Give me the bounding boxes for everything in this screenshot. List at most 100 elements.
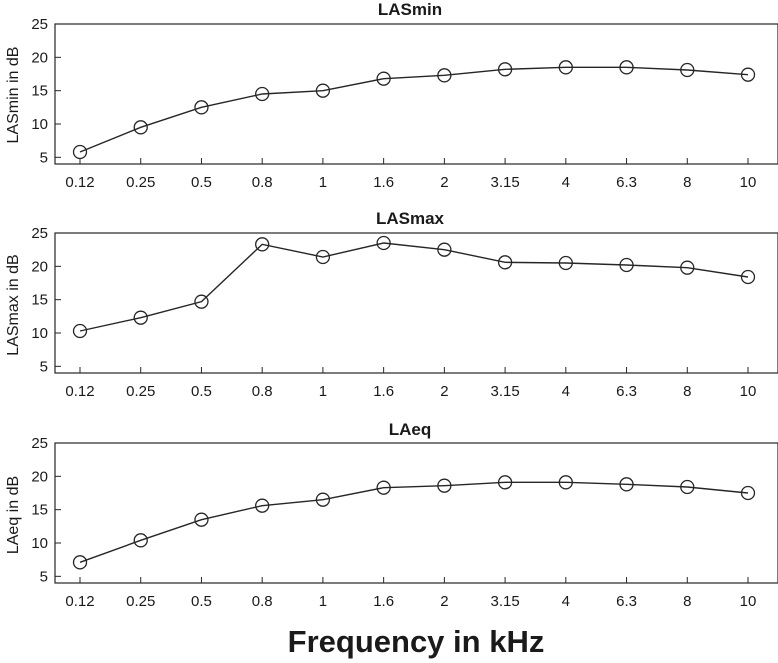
x-tick-label: 1 xyxy=(319,174,327,191)
series-line xyxy=(79,66,749,153)
x-tick-label: 0.5 xyxy=(191,174,212,191)
series-line xyxy=(79,481,749,563)
x-tick-label: 1 xyxy=(319,593,327,610)
data-point xyxy=(315,249,331,265)
data-point xyxy=(437,478,452,493)
data-point xyxy=(255,86,270,102)
y-tick-label: 5 xyxy=(40,149,48,166)
lasmin-panel: LASmin LASmin in dB 0.12 0.25 0.5 0.8 1 1.6 2 3… xyxy=(5,0,778,191)
x-tick-label: 0.25 xyxy=(126,174,155,191)
data-point xyxy=(72,144,88,160)
data-point xyxy=(497,475,513,490)
data-point xyxy=(255,237,270,252)
y-tick-label: 25 xyxy=(31,16,48,33)
x-tick-label: 2 xyxy=(440,174,448,191)
x-tick-label: 2 xyxy=(440,593,448,610)
data-point xyxy=(72,323,88,339)
laeq-panel: LAeq LAeq in dB 0.12 0.25 0.5 0.8 1 1.6 2 3.15 4… xyxy=(5,420,778,610)
y-tick-label: 20 xyxy=(31,49,48,66)
laeq-plot-area xyxy=(54,442,778,584)
data-point xyxy=(558,60,573,75)
data-point xyxy=(680,479,695,495)
data-point xyxy=(497,62,513,77)
y-tick-label: 20 xyxy=(31,258,48,275)
x-tick-label: 1.6 xyxy=(373,383,394,400)
y-tick-label: 15 xyxy=(31,292,48,309)
data-point xyxy=(72,555,88,570)
data-point xyxy=(194,512,209,527)
x-tick-label: 3.15 xyxy=(490,383,519,400)
x-tick-label: 6.3 xyxy=(616,383,637,400)
x-tick-label: 0.8 xyxy=(252,383,273,400)
x-tick-label: 8 xyxy=(683,383,691,400)
lasmax-plot-area xyxy=(54,232,778,374)
data-point xyxy=(133,120,148,135)
data-point xyxy=(497,255,513,270)
data-point xyxy=(133,310,148,325)
lasmax-panel: LASmax LASmax in dB 0.12 0.25 0.5 0.8 1 1.6 2 3… xyxy=(5,209,778,400)
x-tick-label: 0.5 xyxy=(191,383,212,400)
data-point xyxy=(376,235,391,251)
x-tick-label: 3.15 xyxy=(490,174,519,191)
data-point xyxy=(437,68,452,83)
series-line xyxy=(79,242,749,332)
laeq-title: LAeq xyxy=(389,420,432,439)
x-tick-label: 6.3 xyxy=(616,593,637,610)
x-tick-label: 1.6 xyxy=(373,593,394,610)
lasmin-plot-area xyxy=(54,23,778,165)
data-point xyxy=(133,533,148,548)
x-tick-label: 4 xyxy=(562,383,570,400)
data-point xyxy=(194,294,209,309)
x-tick-label: 4 xyxy=(562,174,570,191)
y-tick-label: 10 xyxy=(31,535,48,552)
x-tick-label: 0.12 xyxy=(65,383,94,400)
x-tick-label: 1 xyxy=(319,383,327,400)
data-point xyxy=(680,62,695,78)
data-point xyxy=(194,100,209,115)
x-tick-label: 10 xyxy=(740,383,757,400)
y-tick-label: 25 xyxy=(31,435,48,452)
data-point xyxy=(680,260,695,275)
data-point xyxy=(558,255,573,271)
y-tick-label: 15 xyxy=(31,83,48,100)
data-point xyxy=(619,257,634,273)
y-tick-label: 25 xyxy=(31,225,48,242)
data-point xyxy=(740,485,756,501)
data-point xyxy=(255,498,270,513)
x-tick-label: 4 xyxy=(562,593,570,610)
y-tick-label: 10 xyxy=(31,325,48,342)
data-point xyxy=(315,83,331,98)
y-tick-label: 5 xyxy=(40,568,48,585)
data-point xyxy=(376,71,391,86)
x-tick-label: 0.25 xyxy=(126,593,155,610)
lasmin-title: LASmin xyxy=(378,0,442,19)
lasmax-ylabel: LASmax in dB xyxy=(5,254,22,355)
x-tick-label: 8 xyxy=(683,593,691,610)
x-tick-label: 10 xyxy=(740,593,757,610)
lasmax-title: LASmax xyxy=(376,209,445,228)
y-tick-label: 20 xyxy=(31,468,48,485)
data-point xyxy=(740,269,756,285)
data-point xyxy=(558,475,573,490)
data-point xyxy=(619,60,634,75)
x-tick-label: 0.12 xyxy=(65,593,94,610)
x-tick-label: 10 xyxy=(740,174,757,191)
y-tick-label: 10 xyxy=(31,116,48,133)
y-tick-label: 15 xyxy=(31,502,48,519)
x-tick-label: 0.5 xyxy=(191,593,212,610)
data-point xyxy=(437,242,452,257)
x-tick-label: 0.12 xyxy=(65,174,94,191)
x-tick-label: 2 xyxy=(440,383,448,400)
data-point xyxy=(315,492,331,507)
data-point xyxy=(619,477,634,492)
x-tick-label: 0.8 xyxy=(252,174,273,191)
x-tick-label: 0.25 xyxy=(126,383,155,400)
x-tick-label: 0.8 xyxy=(252,593,273,610)
x-axis-label: Frequency in kHz xyxy=(288,624,545,659)
data-point xyxy=(740,67,756,82)
y-tick-label: 5 xyxy=(40,358,48,375)
x-tick-label: 6.3 xyxy=(616,174,637,191)
x-tick-label: 3.15 xyxy=(490,593,519,610)
x-tick-label: 1.6 xyxy=(373,174,394,191)
